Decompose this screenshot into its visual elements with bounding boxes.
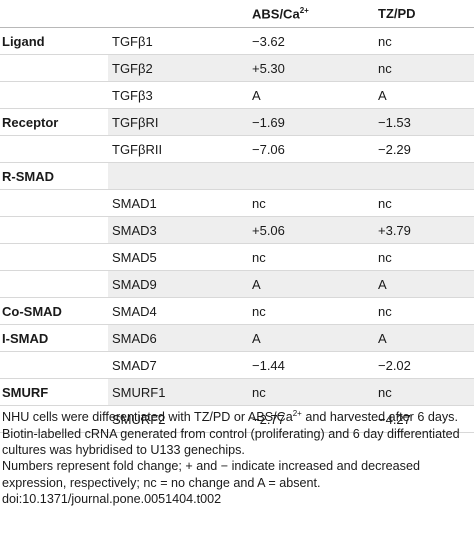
row-gene-name: TGFβ3 bbox=[108, 81, 248, 109]
table-row: SMAD5 nc nc bbox=[0, 243, 474, 271]
row-gene-name: SMAD6 bbox=[108, 324, 248, 352]
row-abs-ca-value: A bbox=[248, 324, 374, 352]
row-abs-ca-value: −3.62 bbox=[248, 27, 374, 55]
row-tz-pd-value: nc bbox=[374, 297, 474, 325]
row-gene-name: SMURF2 bbox=[108, 405, 248, 433]
table-row: SMURF2 −2.77 −4.27 bbox=[0, 405, 474, 433]
row-abs-ca-value: −7.06 bbox=[248, 135, 374, 163]
table-row: Co-SMAD SMAD4 nc nc bbox=[0, 297, 474, 325]
table-row: SMAD1 nc nc bbox=[0, 189, 474, 217]
row-tz-pd-value: +3.79 bbox=[374, 216, 474, 244]
row-group-label bbox=[0, 216, 108, 244]
table-row: R-SMAD bbox=[0, 162, 474, 190]
row-group-label: R-SMAD bbox=[0, 162, 108, 190]
row-abs-ca-value: −1.69 bbox=[248, 108, 374, 136]
footnote-methods-a: NHU cells were differentiated with TZ/PD… bbox=[2, 410, 293, 425]
header-abs-ca-sup: 2+ bbox=[299, 5, 309, 15]
footnote-methods-sup: 2+ bbox=[292, 409, 302, 418]
row-gene-name: TGFβRI bbox=[108, 108, 248, 136]
row-gene-name: SMAD9 bbox=[108, 270, 248, 298]
row-group-label: Receptor bbox=[0, 108, 108, 136]
row-tz-pd-value: A bbox=[374, 81, 474, 109]
row-abs-ca-value: −2.77 bbox=[248, 405, 374, 433]
row-tz-pd-value: A bbox=[374, 270, 474, 298]
row-gene-name: SMURF1 bbox=[108, 378, 248, 406]
row-group-label bbox=[0, 81, 108, 109]
header-tz-pd: TZ/PD bbox=[374, 0, 474, 28]
table-row: TGFβ3 A A bbox=[0, 81, 474, 109]
table-row: SMAD7 −1.44 −2.02 bbox=[0, 351, 474, 379]
row-tz-pd-value: −1.53 bbox=[374, 108, 474, 136]
row-tz-pd-value: nc bbox=[374, 189, 474, 217]
row-gene-name: SMAD5 bbox=[108, 243, 248, 271]
footnote-methods: NHU cells were differentiated with TZ/PD… bbox=[2, 406, 472, 458]
row-abs-ca-value: nc bbox=[248, 189, 374, 217]
row-group-label: SMURF bbox=[0, 378, 108, 406]
row-abs-ca-value: +5.06 bbox=[248, 216, 374, 244]
footnote-legend: Numbers represent fold change; + and − i… bbox=[2, 459, 420, 490]
row-tz-pd-value: nc bbox=[374, 378, 474, 406]
row-gene-name: TGFβRII bbox=[108, 135, 248, 163]
row-group-label bbox=[0, 189, 108, 217]
table-row: Receptor TGFβRI −1.69 −1.53 bbox=[0, 108, 474, 136]
table-header-row: ABS/Ca2+ TZ/PD bbox=[0, 0, 474, 28]
row-gene-name: TGFβ2 bbox=[108, 54, 248, 82]
row-gene-name: SMAD3 bbox=[108, 216, 248, 244]
row-tz-pd-value: nc bbox=[374, 54, 474, 82]
footnote-doi: doi:10.1371/journal.pone.0051404.t002 bbox=[2, 492, 222, 507]
row-group-label bbox=[0, 405, 108, 433]
row-abs-ca-value: +5.30 bbox=[248, 54, 374, 82]
row-group-label: I-SMAD bbox=[0, 324, 108, 352]
row-gene-name: SMAD1 bbox=[108, 189, 248, 217]
table-row: TGFβ2 +5.30 nc bbox=[0, 54, 474, 82]
header-gene bbox=[108, 0, 248, 28]
table-row: I-SMAD SMAD6 A A bbox=[0, 324, 474, 352]
table-row: SMURF SMURF1 nc nc bbox=[0, 378, 474, 406]
table-row: SMAD9 A A bbox=[0, 270, 474, 298]
header-group bbox=[0, 0, 108, 28]
row-tz-pd-value: nc bbox=[374, 243, 474, 271]
row-gene-name: SMAD7 bbox=[108, 351, 248, 379]
row-abs-ca-value: −1.44 bbox=[248, 351, 374, 379]
row-abs-ca-value: nc bbox=[248, 243, 374, 271]
table-row: Ligand TGFβ1 −3.62 nc bbox=[0, 27, 474, 55]
row-tz-pd-value: A bbox=[374, 324, 474, 352]
row-gene-name: TGFβ1 bbox=[108, 27, 248, 55]
row-tz-pd-value: nc bbox=[374, 27, 474, 55]
table-footnotes: NHU cells were differentiated with TZ/PD… bbox=[0, 406, 474, 508]
row-abs-ca-value: nc bbox=[248, 297, 374, 325]
row-gene-name bbox=[108, 162, 248, 190]
row-tz-pd-value bbox=[374, 162, 474, 190]
row-abs-ca-value: nc bbox=[248, 378, 374, 406]
row-tz-pd-value: −2.29 bbox=[374, 135, 474, 163]
row-abs-ca-value bbox=[248, 162, 374, 190]
row-group-label: Co-SMAD bbox=[0, 297, 108, 325]
row-group-label: Ligand bbox=[0, 27, 108, 55]
header-abs-ca-text: ABS/Ca bbox=[252, 6, 300, 22]
gene-expression-table: ABS/Ca2+ TZ/PD Ligand TGFβ1 −3.62 nc TGFβ2 +5… bbox=[0, 0, 474, 433]
footnote-methods-b: and harvested after 6 days. Biotin-label… bbox=[2, 410, 460, 457]
header-abs-ca: ABS/Ca2+ bbox=[248, 0, 374, 28]
table-row: TGFβRII −7.06 −2.29 bbox=[0, 135, 474, 163]
row-group-label bbox=[0, 54, 108, 82]
row-group-label bbox=[0, 351, 108, 379]
row-abs-ca-value: A bbox=[248, 270, 374, 298]
row-tz-pd-value: −2.02 bbox=[374, 351, 474, 379]
row-tz-pd-value: −4.27 bbox=[374, 405, 474, 433]
row-group-label bbox=[0, 270, 108, 298]
row-abs-ca-value: A bbox=[248, 81, 374, 109]
table-row: SMAD3 +5.06 +3.79 bbox=[0, 216, 474, 244]
table-body: Ligand TGFβ1 −3.62 nc TGFβ2 +5.30 nc TGFβ3 A A Rec… bbox=[0, 27, 474, 433]
row-gene-name: SMAD4 bbox=[108, 297, 248, 325]
row-group-label bbox=[0, 243, 108, 271]
row-group-label bbox=[0, 135, 108, 163]
